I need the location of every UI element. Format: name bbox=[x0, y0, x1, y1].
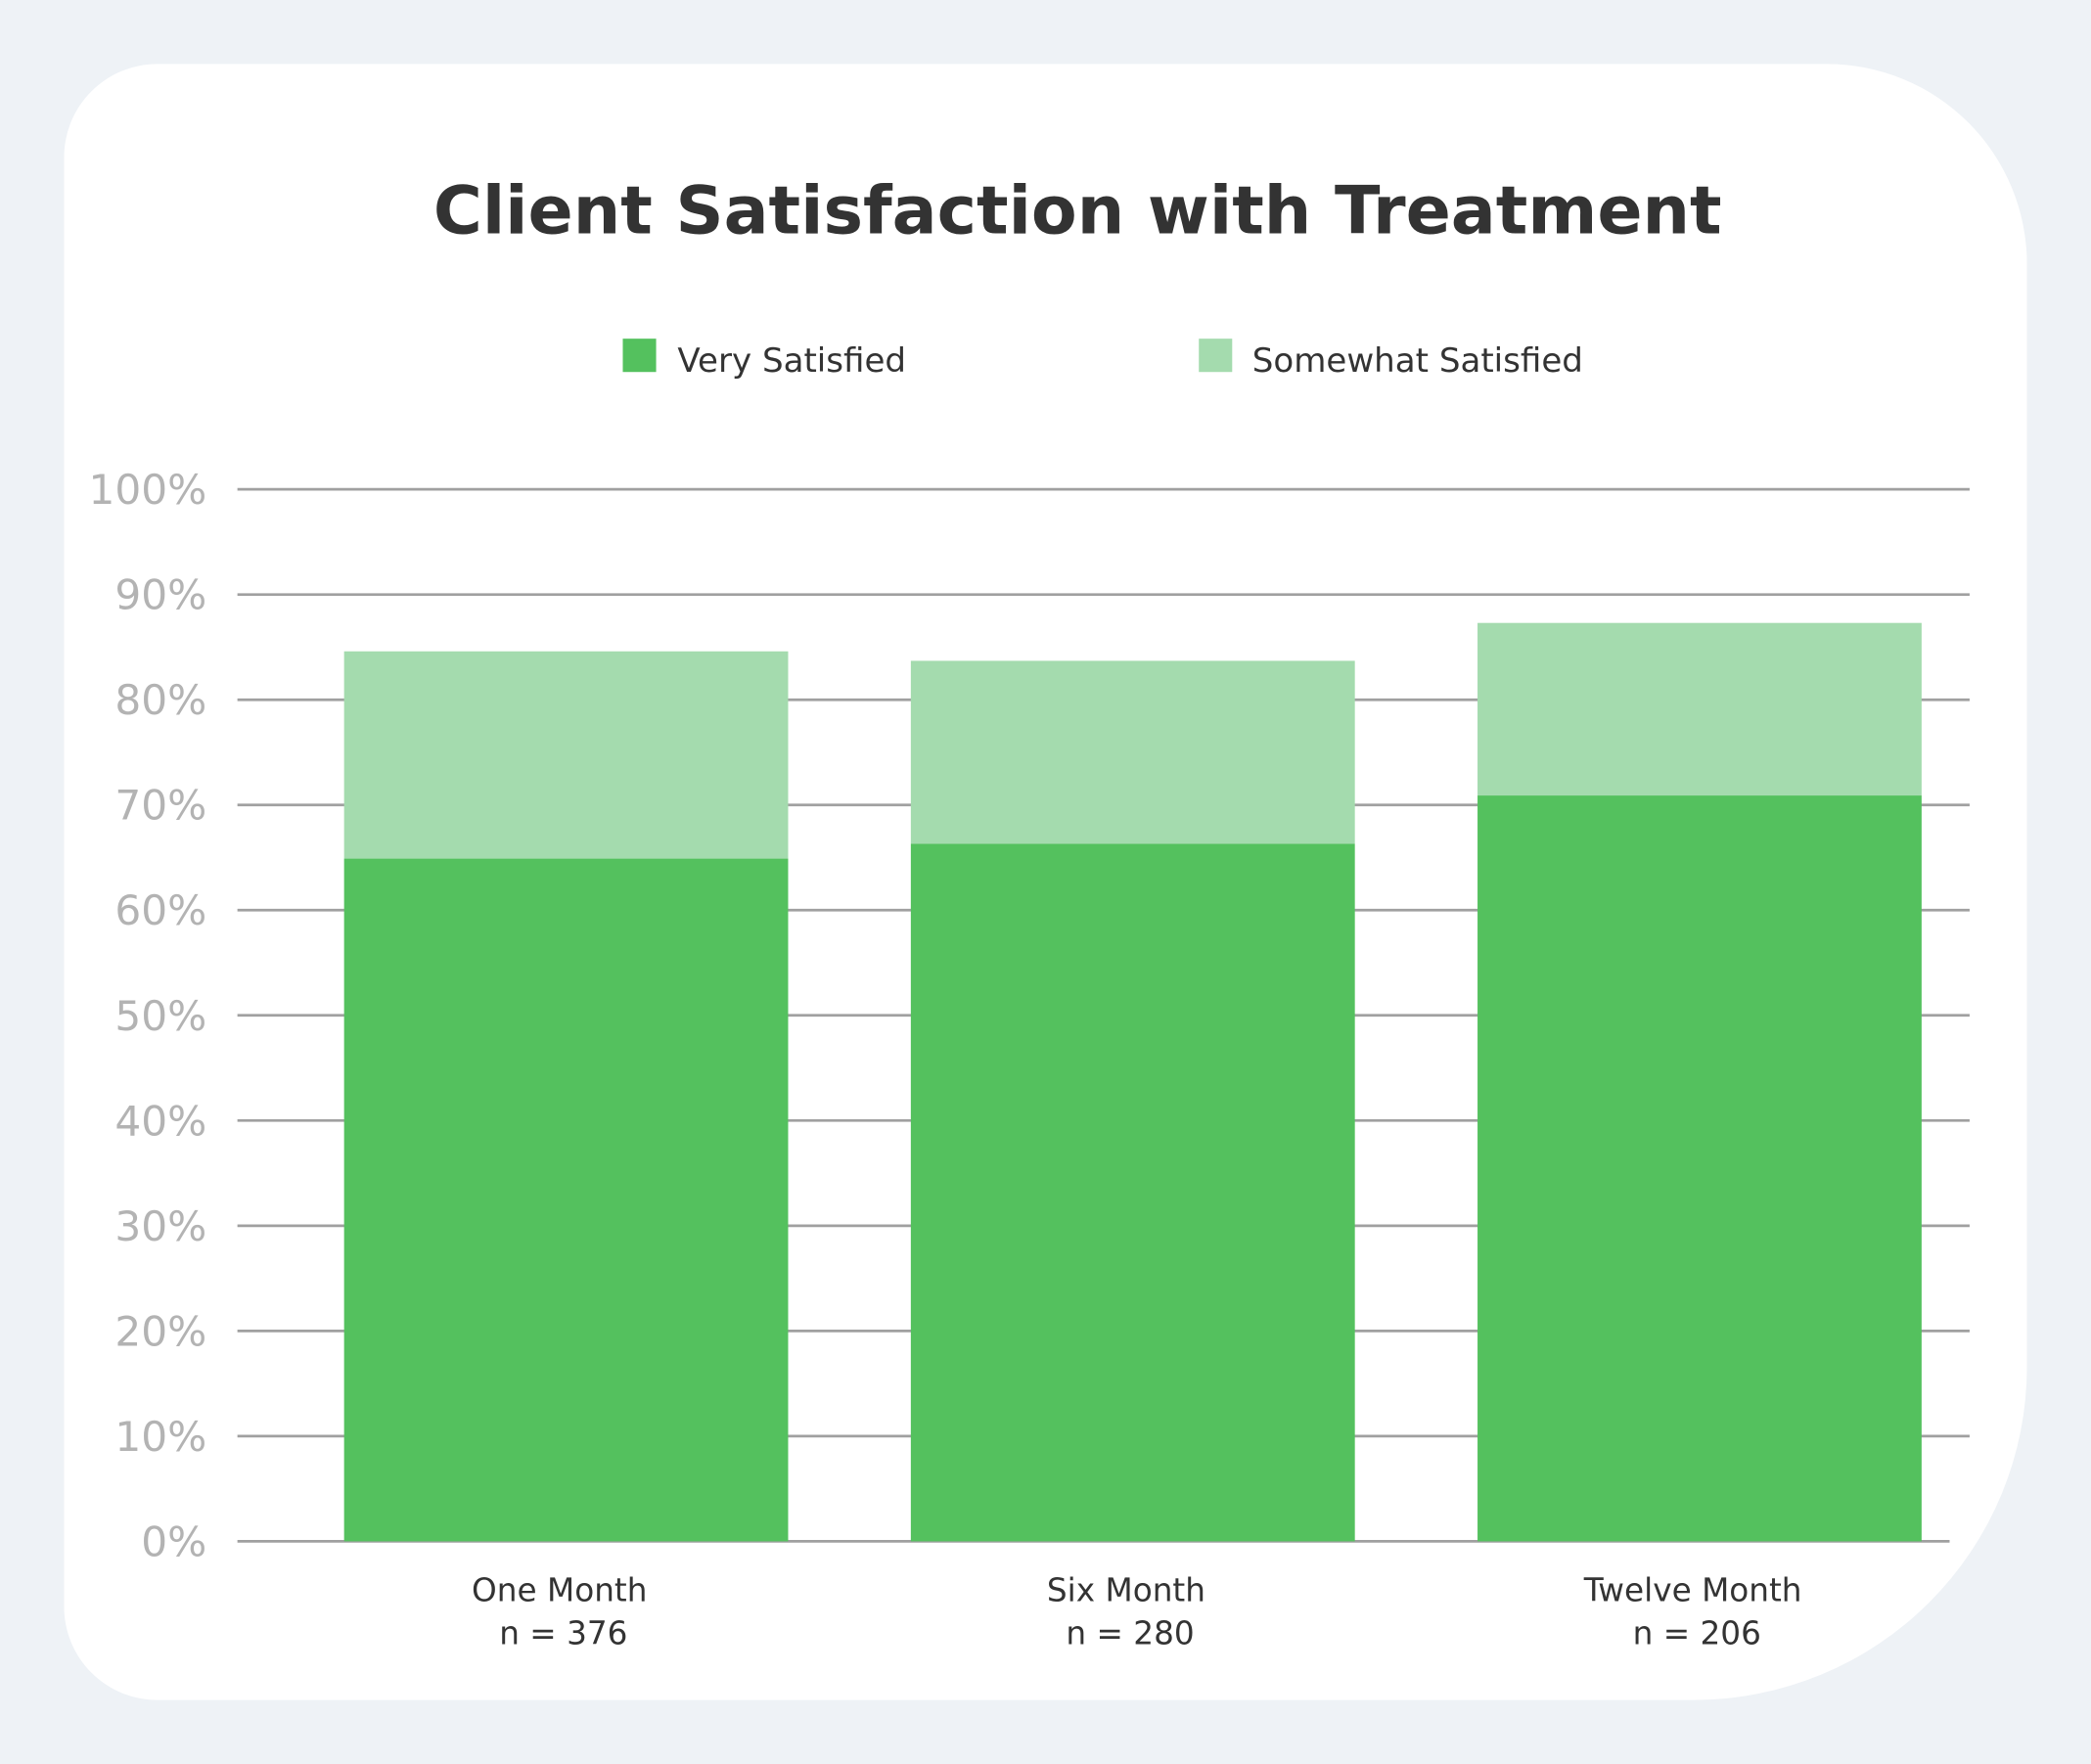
bar-very-satisfied-2 bbox=[1477, 795, 1922, 1542]
y-tick-label: 20% bbox=[114, 1307, 206, 1355]
legend-swatch-somewhat-satisfied bbox=[1199, 339, 1233, 373]
x-tick-label: Six Month bbox=[1047, 1572, 1205, 1609]
y-tick-label: 0% bbox=[141, 1517, 206, 1565]
legend-label-very-satisfied: Very Satisfied bbox=[677, 341, 906, 381]
x-tick-label: One Month bbox=[472, 1572, 647, 1609]
bar-very-satisfied-1 bbox=[910, 843, 1355, 1542]
y-tick-label: 10% bbox=[114, 1413, 206, 1461]
y-tick-label: 90% bbox=[114, 571, 206, 619]
x-tick-sublabel: n = 376 bbox=[499, 1614, 627, 1651]
x-tick-sublabel: n = 280 bbox=[1066, 1614, 1194, 1651]
bar-very-satisfied-0 bbox=[343, 858, 789, 1542]
x-tick-sublabel: n = 206 bbox=[1633, 1614, 1761, 1651]
bar-somewhat-satisfied-2 bbox=[1477, 622, 1922, 796]
x-axis-labels: One Month n = 376 Six Month n = 280 Twelve M… bbox=[472, 1572, 1801, 1652]
legend-label-somewhat-satisfied: Somewhat Satisfied bbox=[1252, 341, 1583, 381]
y-tick-label: 100% bbox=[89, 466, 207, 514]
chart-title: Client Satisfaction with Treatment bbox=[433, 172, 1722, 249]
bar-somewhat-satisfied-0 bbox=[343, 651, 789, 859]
y-axis-ticks: 0% 10% 20% 30% 40% 50% 60% 70% 80% 90% 100% bbox=[89, 466, 207, 1565]
y-tick-label: 30% bbox=[114, 1202, 206, 1250]
y-tick-label: 80% bbox=[114, 676, 206, 724]
y-tick-label: 40% bbox=[114, 1097, 206, 1145]
bars bbox=[343, 622, 1922, 1542]
y-tick-label: 50% bbox=[114, 992, 206, 1040]
x-tick-label: Twelve Month bbox=[1583, 1572, 1802, 1609]
legend: Very Satisfied Somewhat Satisfied bbox=[622, 339, 1583, 381]
y-tick-label: 70% bbox=[114, 782, 206, 830]
legend-swatch-very-satisfied bbox=[622, 339, 657, 373]
y-tick-label: 60% bbox=[114, 886, 206, 934]
bar-somewhat-satisfied-1 bbox=[910, 660, 1355, 844]
